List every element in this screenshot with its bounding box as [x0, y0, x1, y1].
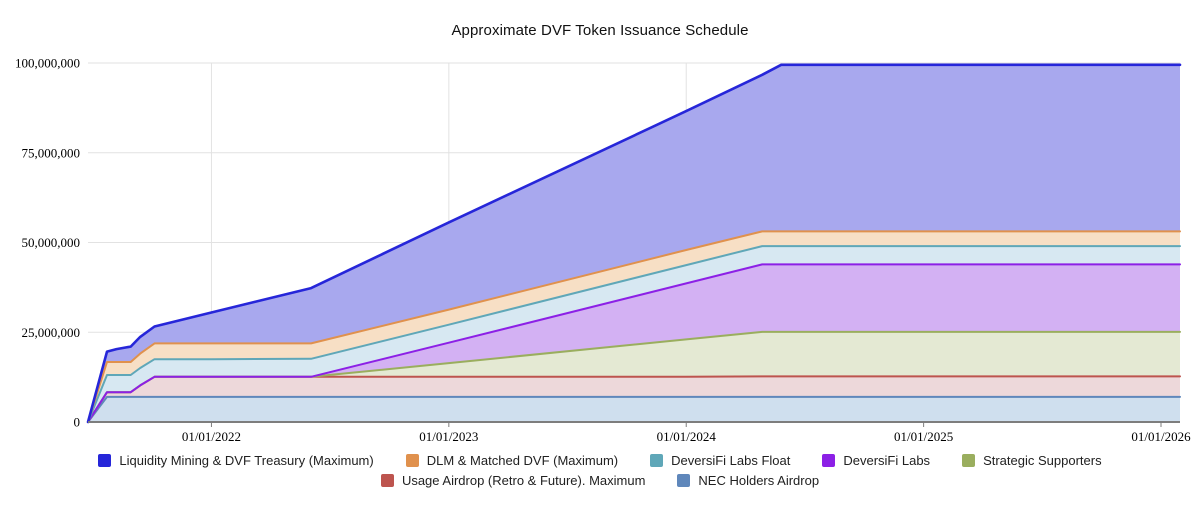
x-axis-tick-label: 01/01/2022	[182, 429, 241, 444]
legend-item-lm_treasury: Liquidity Mining & DVF Treasury (Maximum…	[98, 453, 374, 468]
legend-label: Liquidity Mining & DVF Treasury (Maximum…	[119, 453, 374, 468]
area-band-usage	[88, 376, 1180, 422]
series-line-dlm	[87, 230, 1181, 423]
legend-item-nec: NEC Holders Airdrop	[677, 473, 819, 488]
legend-swatch-icon	[380, 474, 394, 487]
legend-row: Usage Airdrop (Retro & Future). Maximum N…	[380, 473, 819, 488]
legend-row: Liquidity Mining & DVF Treasury (Maximum…	[98, 453, 1102, 468]
series-line-labs	[87, 263, 1181, 423]
series-line-float	[87, 245, 1181, 423]
area-band-labs	[88, 264, 1180, 422]
legend-label: DeversiFi Labs Float	[671, 453, 791, 468]
x-axis-tick-label: 01/01/2026	[1131, 429, 1191, 444]
legend-item-float: DeversiFi Labs Float	[650, 453, 790, 468]
x-axis-tick-label: 01/01/2023	[419, 429, 478, 444]
series-line-nec	[87, 395, 1181, 423]
legend-item-labs: DeversiFi Labs	[822, 453, 930, 468]
area-band-lm_treasury	[88, 64, 1180, 423]
legend-swatch-icon	[822, 454, 836, 467]
chart-legend: Liquidity Mining & DVF Treasury (Maximum…	[0, 453, 1200, 488]
legend-label: NEC Holders Airdrop	[698, 473, 820, 488]
legend-swatch-icon	[405, 454, 419, 467]
chart-title: Approximate DVF Token Issuance Schedule	[451, 22, 749, 39]
chart-plot-area: 0 25,000,000 50,000,000 75,000,000 100,000,0…	[15, 56, 1191, 445]
y-axis-tick-label: 100,000,000	[15, 56, 80, 71]
y-axis-tick-label: 75,000,000	[22, 145, 81, 160]
legend-label: DeversiFi Labs	[843, 453, 931, 468]
legend-label: DLM & Matched DVF (Maximum)	[426, 453, 619, 468]
y-axis-tick-label: 25,000,000	[22, 325, 81, 340]
legend-item-strategic: Strategic Supporters	[962, 453, 1102, 468]
legend-item-dlm: DLM & Matched DVF (Maximum)	[405, 453, 619, 468]
area-band-dlm	[88, 231, 1180, 422]
x-axis-tick-label: 01/01/2024	[657, 429, 717, 444]
legend-swatch-icon	[650, 454, 664, 467]
x-axis-tick-label: 01/01/2025	[894, 429, 953, 444]
legend-item-usage: Usage Airdrop (Retro & Future). Maximum	[380, 473, 646, 488]
y-axis-tick-label: 0	[74, 415, 81, 430]
legend-label: Usage Airdrop (Retro & Future). Maximum	[401, 473, 646, 488]
legend-label: Strategic Supporters	[983, 453, 1102, 468]
area-band-nec	[88, 396, 1180, 422]
area-band-strategic	[88, 331, 1180, 422]
legend-swatch-icon	[677, 474, 691, 487]
legend-swatch-icon	[98, 454, 112, 467]
series-line-lm_treasury	[86, 63, 1182, 424]
y-axis-tick-label: 50,000,000	[22, 235, 81, 250]
legend-swatch-icon	[962, 454, 976, 467]
